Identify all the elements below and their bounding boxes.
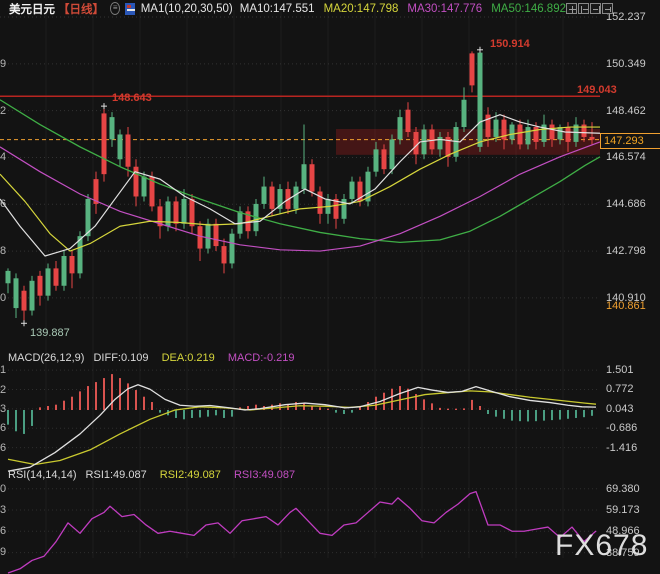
axis-label: 59.173: [606, 503, 640, 516]
grid-layer: [0, 10, 600, 558]
clipped-axis-digit: 9: [0, 58, 7, 70]
clipped-axis-digit: 0: [0, 292, 7, 304]
resistance-line-label: 149.043: [577, 84, 617, 96]
macd-dea-value: DEA:0.219: [161, 352, 215, 364]
ma50-value: MA50:146.892: [491, 2, 566, 15]
level-lines-layer: [0, 95, 600, 141]
rsi-label: RSI(14,14,14): [8, 469, 77, 481]
clipped-axis-digit: 3: [0, 504, 7, 516]
macd-macd-value: MACD:-0.219: [227, 352, 295, 364]
ma30-value: MA30:147.776: [407, 2, 483, 15]
clipped-axis-digit: 6: [0, 198, 7, 210]
last-price-box: 147.293: [600, 132, 660, 149]
clipped-axis-digit: 0: [0, 483, 7, 495]
clipped-axis-digit: 6: [0, 442, 7, 454]
low-price-label: 139.887: [30, 327, 70, 339]
ma20-value: MA20:147.798: [323, 2, 399, 15]
rsi1-value: RSI1:49.087: [85, 469, 147, 481]
ma10-value: MA10:147.551: [239, 2, 315, 15]
clipped-axis-digit: 4: [0, 151, 7, 163]
timeframe-label[interactable]: 【日线】: [58, 3, 104, 16]
clipped-axis-digit: 2: [0, 105, 7, 117]
menu-circle-icon[interactable]: ≡: [110, 2, 121, 15]
axis-label: 48.966: [606, 525, 640, 538]
axis-label: 150.349: [606, 57, 646, 70]
pane-right-icon[interactable]: [590, 3, 601, 14]
axis-label: 148.462: [606, 104, 646, 117]
axis-label: 0.772: [606, 383, 634, 396]
axis-label: 1.501: [606, 364, 634, 377]
layout-toolbar: [566, 3, 613, 14]
macd-label: MACD(26,12,9): [8, 352, 85, 364]
axis-label: -0.686: [606, 422, 638, 435]
pane-expand-icon[interactable]: [602, 3, 613, 14]
high-price-label: 150.914: [490, 38, 530, 50]
clipped-axis-digit: 9: [0, 546, 7, 558]
axis-label: 140.910: [606, 291, 646, 304]
chart-header: 美元日元 【日线】 ≡ MA1(10,20,30,50) MA10:147.55…: [0, 0, 660, 17]
macd-lines-layer: [7, 384, 597, 472]
prev-high-price-label: 148.643: [112, 92, 152, 104]
axis-label: 142.798: [606, 245, 646, 258]
clipped-axis-digit: 6: [0, 422, 7, 434]
chart-style-icon[interactable]: [125, 2, 136, 15]
axis-label-extra: 140.861: [606, 300, 646, 313]
ma-settings-label: MA1(10,20,30,50): [140, 2, 233, 15]
axis-label: -1.416: [606, 441, 638, 454]
macd-histogram-layer: [7, 374, 593, 434]
candles-layer: [5, 49, 595, 324]
symbol-title: 美元日元: [9, 3, 55, 16]
axis-label: 38.759: [606, 546, 640, 559]
rsi-line-layer: [7, 490, 597, 574]
clipped-axis-digit: 1: [0, 364, 7, 376]
macd-panel-header: MACD(26,12,9) DIFF:0.109 DEA:0.219 MACD:…: [8, 352, 294, 364]
pane-left-icon[interactable]: [578, 3, 589, 14]
clipped-axis-digit: 3: [0, 403, 7, 415]
macd-diff-value: DIFF:0.109: [93, 352, 149, 364]
axis-label: 144.686: [606, 198, 646, 211]
axis-label: 146.574: [606, 151, 646, 164]
ma-lines-layer: [0, 99, 601, 257]
axis-label: 152.237: [606, 11, 646, 23]
watermark: FX678: [555, 529, 649, 562]
clipped-axis-digit: 8: [0, 245, 7, 257]
rsi3-value: RSI3:49.087: [233, 469, 296, 481]
axis-label: 0.043: [606, 402, 634, 415]
rsi2-value: RSI2:49.087: [159, 469, 221, 481]
rsi-panel-header: RSI(14,14,14) RSI1:49.087 RSI2:49.087 RS…: [8, 469, 295, 481]
price-markers-layer: [21, 46, 483, 327]
grid-layout-icon[interactable]: [566, 3, 577, 14]
clipped-axis-digit: 2: [0, 384, 7, 396]
axis-label: 69.380: [606, 482, 640, 495]
clipped-axis-digit: 6: [0, 525, 7, 537]
